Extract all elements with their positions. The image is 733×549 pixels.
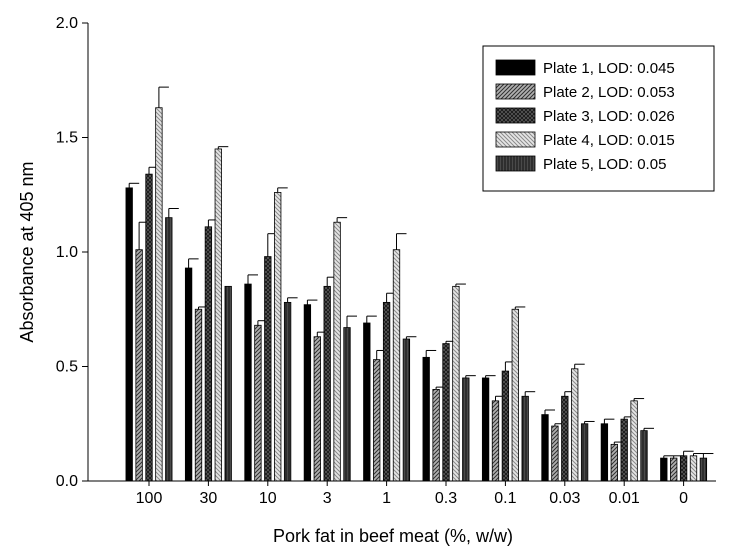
bar [214,148,222,482]
legend-swatch [495,59,536,76]
bar [521,395,529,482]
bar [551,425,559,482]
legend-label: Plate 1, LOD: 0.045 [543,60,675,77]
bar [244,283,252,482]
x-tick-label: 30 [200,490,218,507]
legend-swatch [495,131,536,148]
legend-label: Plate 3, LOD: 0.026 [543,108,675,125]
bar [313,336,321,482]
bar [580,423,589,482]
bar [561,395,569,482]
bar [363,322,371,482]
bar [452,285,460,482]
y-axis-title: Absorbance at 405 nm [17,161,37,342]
bar [422,356,430,482]
axes-layer: 0.0 0.5 1.0 1.5 2.0 100 30 10 3 1 0.3 0.1 0.03 0.01 0 [56,15,716,507]
bar [333,221,341,482]
bar [274,192,282,482]
bar [373,359,381,482]
bar [481,377,490,482]
legend-label: Plate 2, LOD: 0.053 [543,84,675,101]
legend-swatch [495,107,536,124]
x-axis-title: Pork fat in beef meat (%, w/w) [273,526,513,546]
bar [511,308,519,482]
x-tick-label: 0.1 [494,490,516,507]
bar [165,217,173,482]
bar [264,256,272,482]
bar [194,308,203,482]
bar [343,327,351,482]
legend-label: Plate 4, LOD: 0.015 [543,132,675,149]
bar [224,285,232,482]
x-tick-label: 0 [679,490,688,507]
bar [462,377,470,482]
y-tick-label: 0.5 [56,359,78,376]
bar [283,301,292,482]
bar [501,370,510,482]
bar [125,187,133,482]
legend-swatch [495,155,536,172]
x-tick-label: 3 [323,490,332,507]
bar [135,249,143,482]
bar [630,400,638,482]
bar [442,343,450,482]
bar [670,457,678,482]
bar [303,304,312,482]
x-tick-label: 1 [382,490,391,507]
x-tick-label: 100 [136,490,163,507]
bar [600,423,609,482]
x-tick-label: 0.01 [609,490,640,507]
series-5 [165,207,714,482]
x-tick-label: 0.03 [549,490,580,507]
bar [145,173,153,482]
bar [620,418,628,482]
bar [204,226,213,482]
x-tick-label: 10 [259,490,277,507]
legend-swatch [495,83,536,100]
bar [432,388,440,482]
legend: Plate 1, LOD: 0.045 Plate 2, LOD: 0.053 Pl… [482,45,715,192]
bar [660,457,668,482]
x-tick-label: 0.3 [435,490,457,507]
bar [640,430,648,482]
bar [184,267,193,482]
bar [699,457,708,482]
bar [571,368,579,482]
bar [323,285,331,482]
bar [402,338,411,482]
bar [155,107,163,482]
bar [689,455,698,482]
y-tick-label: 1.0 [56,244,78,261]
legend-label: Plate 5, LOD: 0.05 [543,156,666,173]
bar [541,414,549,482]
y-tick-label: 1.5 [56,130,78,147]
bar [679,455,688,482]
y-tick-label: 2.0 [56,15,78,32]
bar [491,400,500,482]
bar [254,324,262,482]
y-tick-label: 0.0 [56,473,78,490]
bar [392,249,401,482]
series-3 [145,166,694,482]
bar [610,443,618,482]
bar [382,301,391,482]
